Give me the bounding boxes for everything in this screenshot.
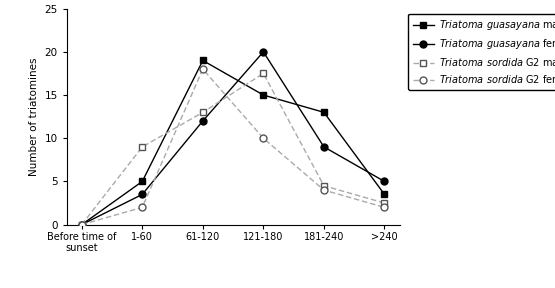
Legend: $\it{Triatoma\ guasayana}$ males, $\it{Triatoma\ guasayana}$ females, $\it{Triat: $\it{Triatoma\ guasayana}$ males, $\it{T… [408, 14, 555, 90]
Y-axis label: Number of triatomines: Number of triatomines [29, 57, 39, 176]
